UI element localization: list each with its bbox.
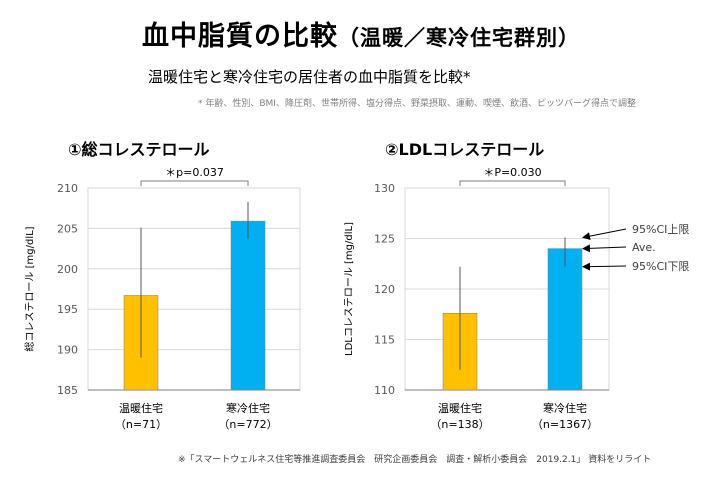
annotation-label: Ave. [632,241,656,254]
title-main: 血中脂質の比較 [142,21,338,52]
chart2-category-label: 寒冷住宅 [543,401,587,415]
chart1-category-label: 寒冷住宅 [226,401,270,415]
chart2-category-label: 温暖住宅 [438,401,482,415]
annotation-label: 95%CI下限 [632,260,689,273]
chart1-tick-label: 190 [57,344,78,357]
adjustment-note: * 年齢、性別、BMI、降圧剤、世帯所得、塩分得点、野菜摂取、運動、喫煙、飲酒、… [198,99,636,109]
chart1-tick-label: 210 [57,182,78,195]
chart2-tick-label: 125 [374,233,395,246]
chart2-tick-label: 115 [374,334,395,347]
chart1-y-axis-label: 総コレステロール [mg/dlL] [23,226,36,351]
chart1-tick-label: 200 [57,263,78,276]
chart2-tick-label: 110 [374,384,395,397]
page-subtitle: 温暖住宅と寒冷住宅の居住者の血中脂質を比較* [148,68,471,86]
chart1-plot-frame [87,187,301,391]
chart2-bar-2 [547,248,583,391]
chart1-significance-bracket [140,180,249,186]
chart2-tick-label: 120 [374,283,395,296]
chart2-count-label: （n=1367） [532,418,598,431]
chart1-count-label: （n=772） [218,418,277,431]
chart1-tick-label: 185 [57,384,78,397]
chart2-significance-label: ＊P=0.030 [483,166,541,179]
annotation-arrow [582,244,627,253]
annotation-label: 95%CI上限 [632,223,689,236]
chart2-count-label: （n=138） [430,418,489,431]
chart2-significance-bracket [459,180,566,186]
chart1-tick-label: 195 [57,303,78,316]
chart2-tick-label: 130 [374,182,395,195]
chart1-count-label: （n=71） [115,418,167,431]
title-sub: （温暖／寒冷住宅群別） [338,26,580,50]
chart1-bar-2 [230,220,266,391]
source-footer: ※「スマートウェルネス住宅等推進調査委員会 研究企画委員会 調査・解析小委員会 … [178,455,652,465]
chart2-y-axis-label: LDLコレステロール [mg/dlL] [344,222,355,356]
chart1-title: ①総コレステロール [68,140,210,159]
chart2-title: ②LDLコレステロール [385,140,545,159]
chart1-tick-label: 205 [57,222,78,235]
page-title: 血中脂質の比較（温暖／寒冷住宅群別） [0,14,722,53]
chart1-category-label: 温暖住宅 [119,401,163,415]
annotation-arrow [582,228,627,241]
annotation-arrow [582,262,627,271]
chart1-significance-label: ＊p=0.037 [165,166,224,179]
